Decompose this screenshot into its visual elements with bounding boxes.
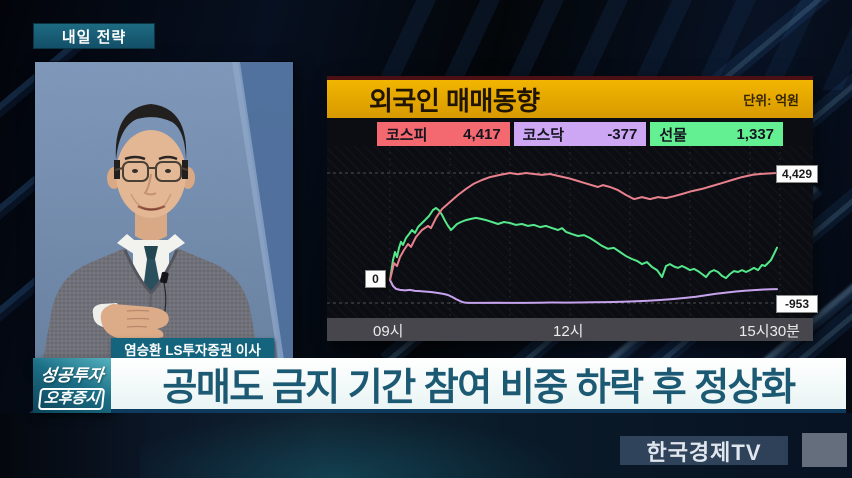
legend-item-kosdaq: 코스닥 -377 [513,122,647,146]
grid-lines [389,146,781,318]
chart-plot-area: 0 4,429 -953 [327,146,818,318]
glasses [114,161,189,182]
legend-item-futures: 선물 1,337 [650,122,784,146]
program-logo-line1: 성공투자 [39,366,105,385]
series-lines [389,172,778,304]
x-tick-0: 09시 [373,323,404,340]
kospi-end-tag: 4,429 [776,165,818,183]
chart-panel: 외국인 매매동향 단위: 억원 코스피 4,417 코스닥 -377 선물 1,337 [327,76,818,341]
guest-photo [35,62,293,361]
guide-lines [327,172,780,304]
legend-value-kospi: 4,417 [463,125,501,143]
legend-value-kosdaq: -377 [607,125,638,143]
chart-title: 외국인 매매동향 [369,85,540,116]
program-logo-line2: 오후증시 [38,388,106,410]
series-line-kosdaq [389,279,778,304]
headline-banner: 공매도 금지 기간 참여 비중 하락 후 정상화 [111,358,846,413]
chart-header: 외국인 매매동향 단위: 억원 [327,80,813,118]
guest-person [43,104,259,361]
chart-unit-label: 단위: 억원 [743,92,799,108]
zero-value-tag: 0 [365,270,386,288]
kosdaq-end-tag: -953 [776,295,818,313]
chart-body: 코스피 4,417 코스닥 -377 선물 1,337 0 4 [327,118,818,341]
legend-label-futures: 선물 [659,126,687,144]
x-tick-1: 12시 [553,323,584,340]
channel-watermark: 한국경제TV [620,436,788,465]
studio-floor-glow [140,413,580,478]
chart-plot-svg [327,146,781,318]
legend-label-kosdaq: 코스닥 [522,126,565,144]
legend-item-kospi: 코스피 4,417 [377,122,510,146]
x-axis-strip: 09시 12시 15시30분 [327,318,813,341]
series-line-futures [389,207,778,281]
series-line-kospi [389,172,778,281]
guest-video-frame [35,62,293,361]
guest-name-tag: 염승환 LS투자증권 이사 [111,338,274,360]
channel-logo-box [802,433,847,467]
legend-value-futures: 1,337 [736,125,775,143]
chart-top-border [327,76,813,80]
x-tick-2: 15시30분 [739,323,800,340]
program-logo: 성공투자 오후증시 [33,358,111,413]
legend-label-kospi: 코스피 [386,126,428,144]
topic-label: 내일 전략 [33,23,155,49]
chart-legend: 코스피 4,417 코스닥 -377 선물 1,337 [327,118,813,146]
